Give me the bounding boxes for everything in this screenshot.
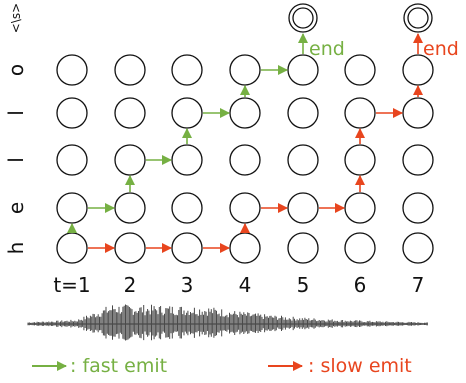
time-label-0: t=1 xyxy=(53,273,90,297)
lattice-node-t6-u3 xyxy=(345,98,375,128)
lattice-node-t5-u1 xyxy=(288,193,318,223)
output-token-labels: h e l l o <\s> xyxy=(4,3,28,255)
time-step-labels: t=1 2 3 4 5 6 7 xyxy=(53,273,424,297)
lattice-node-t5-u3 xyxy=(288,98,318,128)
lattice-node-t7-u0 xyxy=(403,233,433,263)
time-label-2: 3 xyxy=(181,273,194,297)
lattice-node-t1-u1 xyxy=(57,193,87,223)
lattice-node-t5-u2 xyxy=(288,145,318,175)
lattice-node-t6-u2 xyxy=(345,145,375,175)
lattice-node-t4-u0 xyxy=(230,233,260,263)
fast-end-label: end xyxy=(309,38,345,60)
lattice-node-t3-u2 xyxy=(172,145,202,175)
slow-end-label: end xyxy=(423,38,459,60)
lattice-node-t2-u0 xyxy=(115,233,145,263)
lattice-node-t1-u2 xyxy=(57,145,87,175)
lattice-node-t7-u3 xyxy=(403,98,433,128)
lattice-node-t2-u4 xyxy=(115,55,145,85)
time-label-5: 6 xyxy=(354,273,367,297)
final-node-slow-inner xyxy=(408,8,428,28)
lattice-node-t3-u0 xyxy=(172,233,202,263)
lattice-node-t4-u2 xyxy=(230,145,260,175)
y-token-label-2: l xyxy=(4,157,28,163)
y-token-label-1: e xyxy=(4,202,28,214)
lattice-node-t2-u1 xyxy=(115,193,145,223)
audio-waveform xyxy=(28,305,428,341)
legend-slow-label: : slow emit xyxy=(308,355,412,377)
lattice-node-t4-u3 xyxy=(230,98,260,128)
lattice-node-t1-u4 xyxy=(57,55,87,85)
lattice-node-t3-u1 xyxy=(172,193,202,223)
y-token-label-4: o xyxy=(4,64,28,76)
time-label-1: 2 xyxy=(124,273,137,297)
lattice-node-t1-u3 xyxy=(57,98,87,128)
waveform-trace xyxy=(28,305,427,341)
lattice-node-t7-u2 xyxy=(403,145,433,175)
time-label-6: 7 xyxy=(412,273,425,297)
lattice-node-t1-u0 xyxy=(57,233,87,263)
legend-fast-label: : fast emit xyxy=(70,355,167,377)
lattice-node-t2-u2 xyxy=(115,145,145,175)
lattice-node-t3-u3 xyxy=(172,98,202,128)
time-label-3: 4 xyxy=(239,273,252,297)
lattice-node-t6-u1 xyxy=(345,193,375,223)
y-token-label-3: l xyxy=(4,110,28,116)
lattice-node-t6-u4 xyxy=(345,55,375,85)
y-token-label-0: h xyxy=(4,242,28,255)
legend: : fast emit : slow emit xyxy=(32,355,412,377)
lattice-node-t7-u1 xyxy=(403,193,433,223)
lattice-node-t6-u0 xyxy=(345,233,375,263)
time-label-4: 5 xyxy=(297,273,310,297)
y-token-label-5: <\s> xyxy=(9,3,23,33)
lattice-node-t3-u4 xyxy=(172,55,202,85)
lattice-node-t4-u1 xyxy=(230,193,260,223)
lattice-node-t5-u0 xyxy=(288,233,318,263)
lattice-node-t4-u4 xyxy=(230,55,260,85)
final-node-fast-inner xyxy=(293,8,313,28)
lattice-node-t2-u3 xyxy=(115,98,145,128)
